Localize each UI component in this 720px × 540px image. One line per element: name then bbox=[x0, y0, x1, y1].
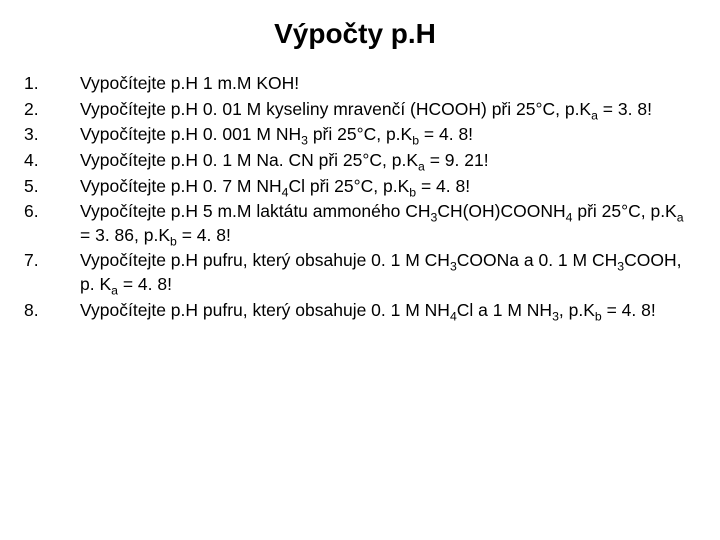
list-number: 7. bbox=[24, 249, 72, 296]
list-number: 4. bbox=[24, 149, 72, 173]
page-title: Výpočty p.H bbox=[18, 18, 692, 50]
list-item: Vypočítejte p.H pufru, který obsahuje 0.… bbox=[80, 299, 692, 323]
exercise-list: 1. Vypočítejte p.H 1 m.M KOH! 2. Vypočítejt… bbox=[18, 72, 692, 322]
list-item: Vypočítejte p.H 0. 1 M Na. CN při 25°C, … bbox=[80, 149, 692, 173]
list-number: 5. bbox=[24, 175, 72, 199]
list-item: Vypočítejte p.H pufru, který obsahuje 0.… bbox=[80, 249, 692, 296]
list-number: 8. bbox=[24, 299, 72, 323]
list-item: Vypočítejte p.H 0. 7 M NH4Cl při 25°C, p… bbox=[80, 175, 692, 199]
list-item: Vypočítejte p.H 1 m.M KOH! bbox=[80, 72, 692, 96]
list-item: Vypočítejte p.H 0. 01 M kyseliny mravenč… bbox=[80, 98, 692, 122]
list-number: 3. bbox=[24, 123, 72, 147]
list-number: 1. bbox=[24, 72, 72, 96]
list-number: 2. bbox=[24, 98, 72, 122]
list-item: Vypočítejte p.H 0. 001 M NH3 při 25°C, p… bbox=[80, 123, 692, 147]
list-number: 6. bbox=[24, 200, 72, 247]
list-item: Vypočítejte p.H 5 m.M laktátu ammoného C… bbox=[80, 200, 692, 247]
